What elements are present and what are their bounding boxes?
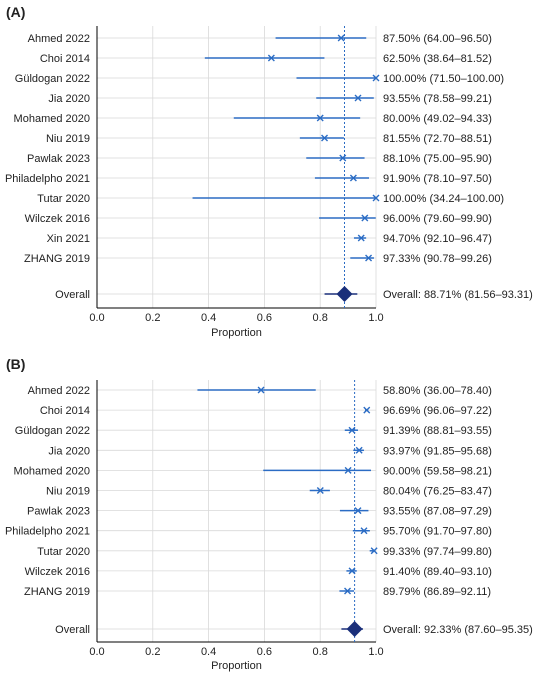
panel-a-study-label: Xin 2021 — [47, 233, 90, 245]
panel-a-study-label: Güldogan 2022 — [15, 73, 90, 85]
panel-b-point-marker — [348, 567, 356, 575]
panel-b-ci-text: 93.97% (91.85–95.68) — [383, 445, 492, 457]
panel-a-study-label: ZHANG 2019 — [24, 253, 90, 265]
panel-b-overall-ci-text: Overall: 92.33% (87.60–95.35) — [383, 624, 533, 636]
panel-a-x-tick-label: 0.0 — [89, 312, 104, 324]
panel-a-ci-text: 91.90% (78.10–97.50) — [383, 173, 492, 185]
panel-b-point-marker — [363, 406, 371, 414]
panel-a-ci-text: 97.33% (90.78–99.26) — [383, 253, 492, 265]
panel-a-point-marker — [337, 34, 345, 42]
panel-b-x-tick-label: 0.6 — [257, 646, 272, 658]
panel-a-ci-text: 62.50% (38.64–81.52) — [383, 53, 492, 65]
panel-b-overall-label: Overall — [55, 624, 90, 636]
panel-a-point-marker — [357, 234, 365, 242]
panel-a-x-tick-label: 0.2 — [145, 312, 160, 324]
panel-b-ci-text: 96.69% (96.06–97.22) — [383, 405, 492, 417]
panel-b-point-marker — [257, 386, 265, 394]
panel-b-x-tick-label: 0.0 — [89, 646, 104, 658]
panel-b-point-marker — [355, 446, 363, 454]
panel-a-x-tick-label: 0.8 — [313, 312, 328, 324]
panel-b-study-label: Niu 2019 — [46, 486, 90, 498]
panel-b-study-label: Tutar 2020 — [37, 546, 90, 558]
panel-b-study-label: Ahmed 2022 — [28, 385, 90, 397]
panel-b-study-label: Jia 2020 — [48, 445, 90, 457]
panel-b-x-tick-label: 0.8 — [313, 646, 328, 658]
panel-a-x-axis-label: Proportion — [211, 327, 262, 339]
panel-b-ci-text: 91.40% (89.40–93.10) — [383, 566, 492, 578]
panel-a-point-marker — [372, 194, 380, 202]
panel-b-point-marker — [344, 466, 352, 474]
panel-b-ci-text: 90.00% (59.58–98.21) — [383, 465, 492, 477]
panel-b-x-tick-label: 1.0 — [368, 646, 383, 658]
panel-a-point-marker — [316, 114, 324, 122]
panel-b-study-label: Mohamed 2020 — [14, 465, 90, 477]
panel-a-study-label: Pawlak 2023 — [27, 153, 90, 165]
panel-b-ci-text: 95.70% (91.70–97.80) — [383, 526, 492, 538]
panel-a-point-marker — [354, 94, 362, 102]
panel-a-x-tick-label: 1.0 — [368, 312, 383, 324]
panel-b-ci-text: 89.79% (86.89–92.11) — [383, 586, 491, 598]
panel-b-study-label: Güldogan 2022 — [15, 425, 90, 437]
panel-a-study-label: Tutar 2020 — [37, 193, 90, 205]
panel-b-x-tick-label: 0.2 — [145, 646, 160, 658]
panel-b-overall-diamond — [346, 621, 363, 637]
panel-b-study-label: ZHANG 2019 — [24, 586, 90, 598]
panel-b-ci-text: 58.80% (36.00–78.40) — [383, 385, 492, 397]
panel-b-point-marker — [348, 426, 356, 434]
panel-b-point-marker — [370, 547, 378, 555]
panel-a-study-label: Choi 2014 — [40, 53, 90, 65]
panel-a-ci-text: 100.00% (71.50–100.00) — [383, 73, 504, 85]
panel-a-point-marker — [321, 134, 329, 142]
panel-a-point-marker — [365, 254, 373, 262]
panel-b-ci-text: 93.55% (87.08–97.29) — [383, 506, 492, 518]
panel-a-point-marker — [372, 74, 380, 82]
panel-a-ci-text: 81.55% (72.70–88.51) — [383, 133, 492, 145]
panel-b-point-marker — [316, 487, 324, 494]
panel-b-point-marker — [360, 527, 368, 535]
panel-a-ci-text: 96.00% (79.60–99.90) — [383, 213, 492, 225]
panel-a-ci-text: 87.50% (64.00–96.50) — [383, 33, 492, 45]
panel-a-study-label: Philadelpho 2021 — [5, 173, 90, 185]
panel-b-study-label: Philadelpho 2021 — [5, 526, 90, 538]
panel-a-point-marker — [349, 174, 357, 182]
panel-a-x-tick-label: 0.4 — [201, 312, 216, 324]
panel-b-label: (B) — [6, 356, 25, 372]
panel-b-point-marker — [344, 587, 352, 595]
panel-a-label: (A) — [6, 4, 25, 20]
panel-b-ci-text: 99.33% (97.74–99.80) — [383, 546, 492, 558]
panel-a-ci-text: 100.00% (34.24–100.00) — [383, 193, 504, 205]
panel-a-study-label: Mohamed 2020 — [14, 113, 90, 125]
panel-a-ci-text: 88.10% (75.00–95.90) — [383, 153, 492, 165]
panel-a-x-tick-label: 0.6 — [257, 312, 272, 324]
panel-a-ci-text: 93.55% (78.58–99.21) — [383, 93, 492, 105]
panel-b-x-axis-label: Proportion — [211, 660, 262, 672]
panel-a-study-label: Wilczek 2016 — [25, 213, 90, 225]
panel-a-overall-ci-text: Overall: 88.71% (81.56–93.31) — [383, 289, 533, 301]
panel-a-point-marker — [267, 54, 275, 62]
panel-a-study-label: Niu 2019 — [46, 133, 90, 145]
panel-a-overall-diamond — [336, 286, 353, 302]
panel-b-study-label: Wilczek 2016 — [25, 566, 90, 578]
panel-b-study-label: Choi 2014 — [40, 405, 90, 417]
panel-b-point-marker — [354, 507, 362, 515]
panel-a-ci-text: 80.00% (49.02–94.33) — [383, 113, 492, 125]
panel-b-ci-text: 80.04% (76.25–83.47) — [383, 486, 492, 498]
panel-a-ci-text: 94.70% (92.10–96.47) — [383, 233, 492, 245]
panel-a-point-marker — [339, 154, 347, 162]
panel-a-point-marker — [361, 214, 369, 222]
panel-a-study-label: Jia 2020 — [48, 93, 90, 105]
panel-b-study-label: Pawlak 2023 — [27, 506, 90, 518]
panel-a-overall-label: Overall — [55, 289, 90, 301]
panel-b-x-tick-label: 0.4 — [201, 646, 216, 658]
panel-a-study-label: Ahmed 2022 — [28, 33, 90, 45]
panel-b-ci-text: 91.39% (88.81–93.55) — [383, 425, 492, 437]
